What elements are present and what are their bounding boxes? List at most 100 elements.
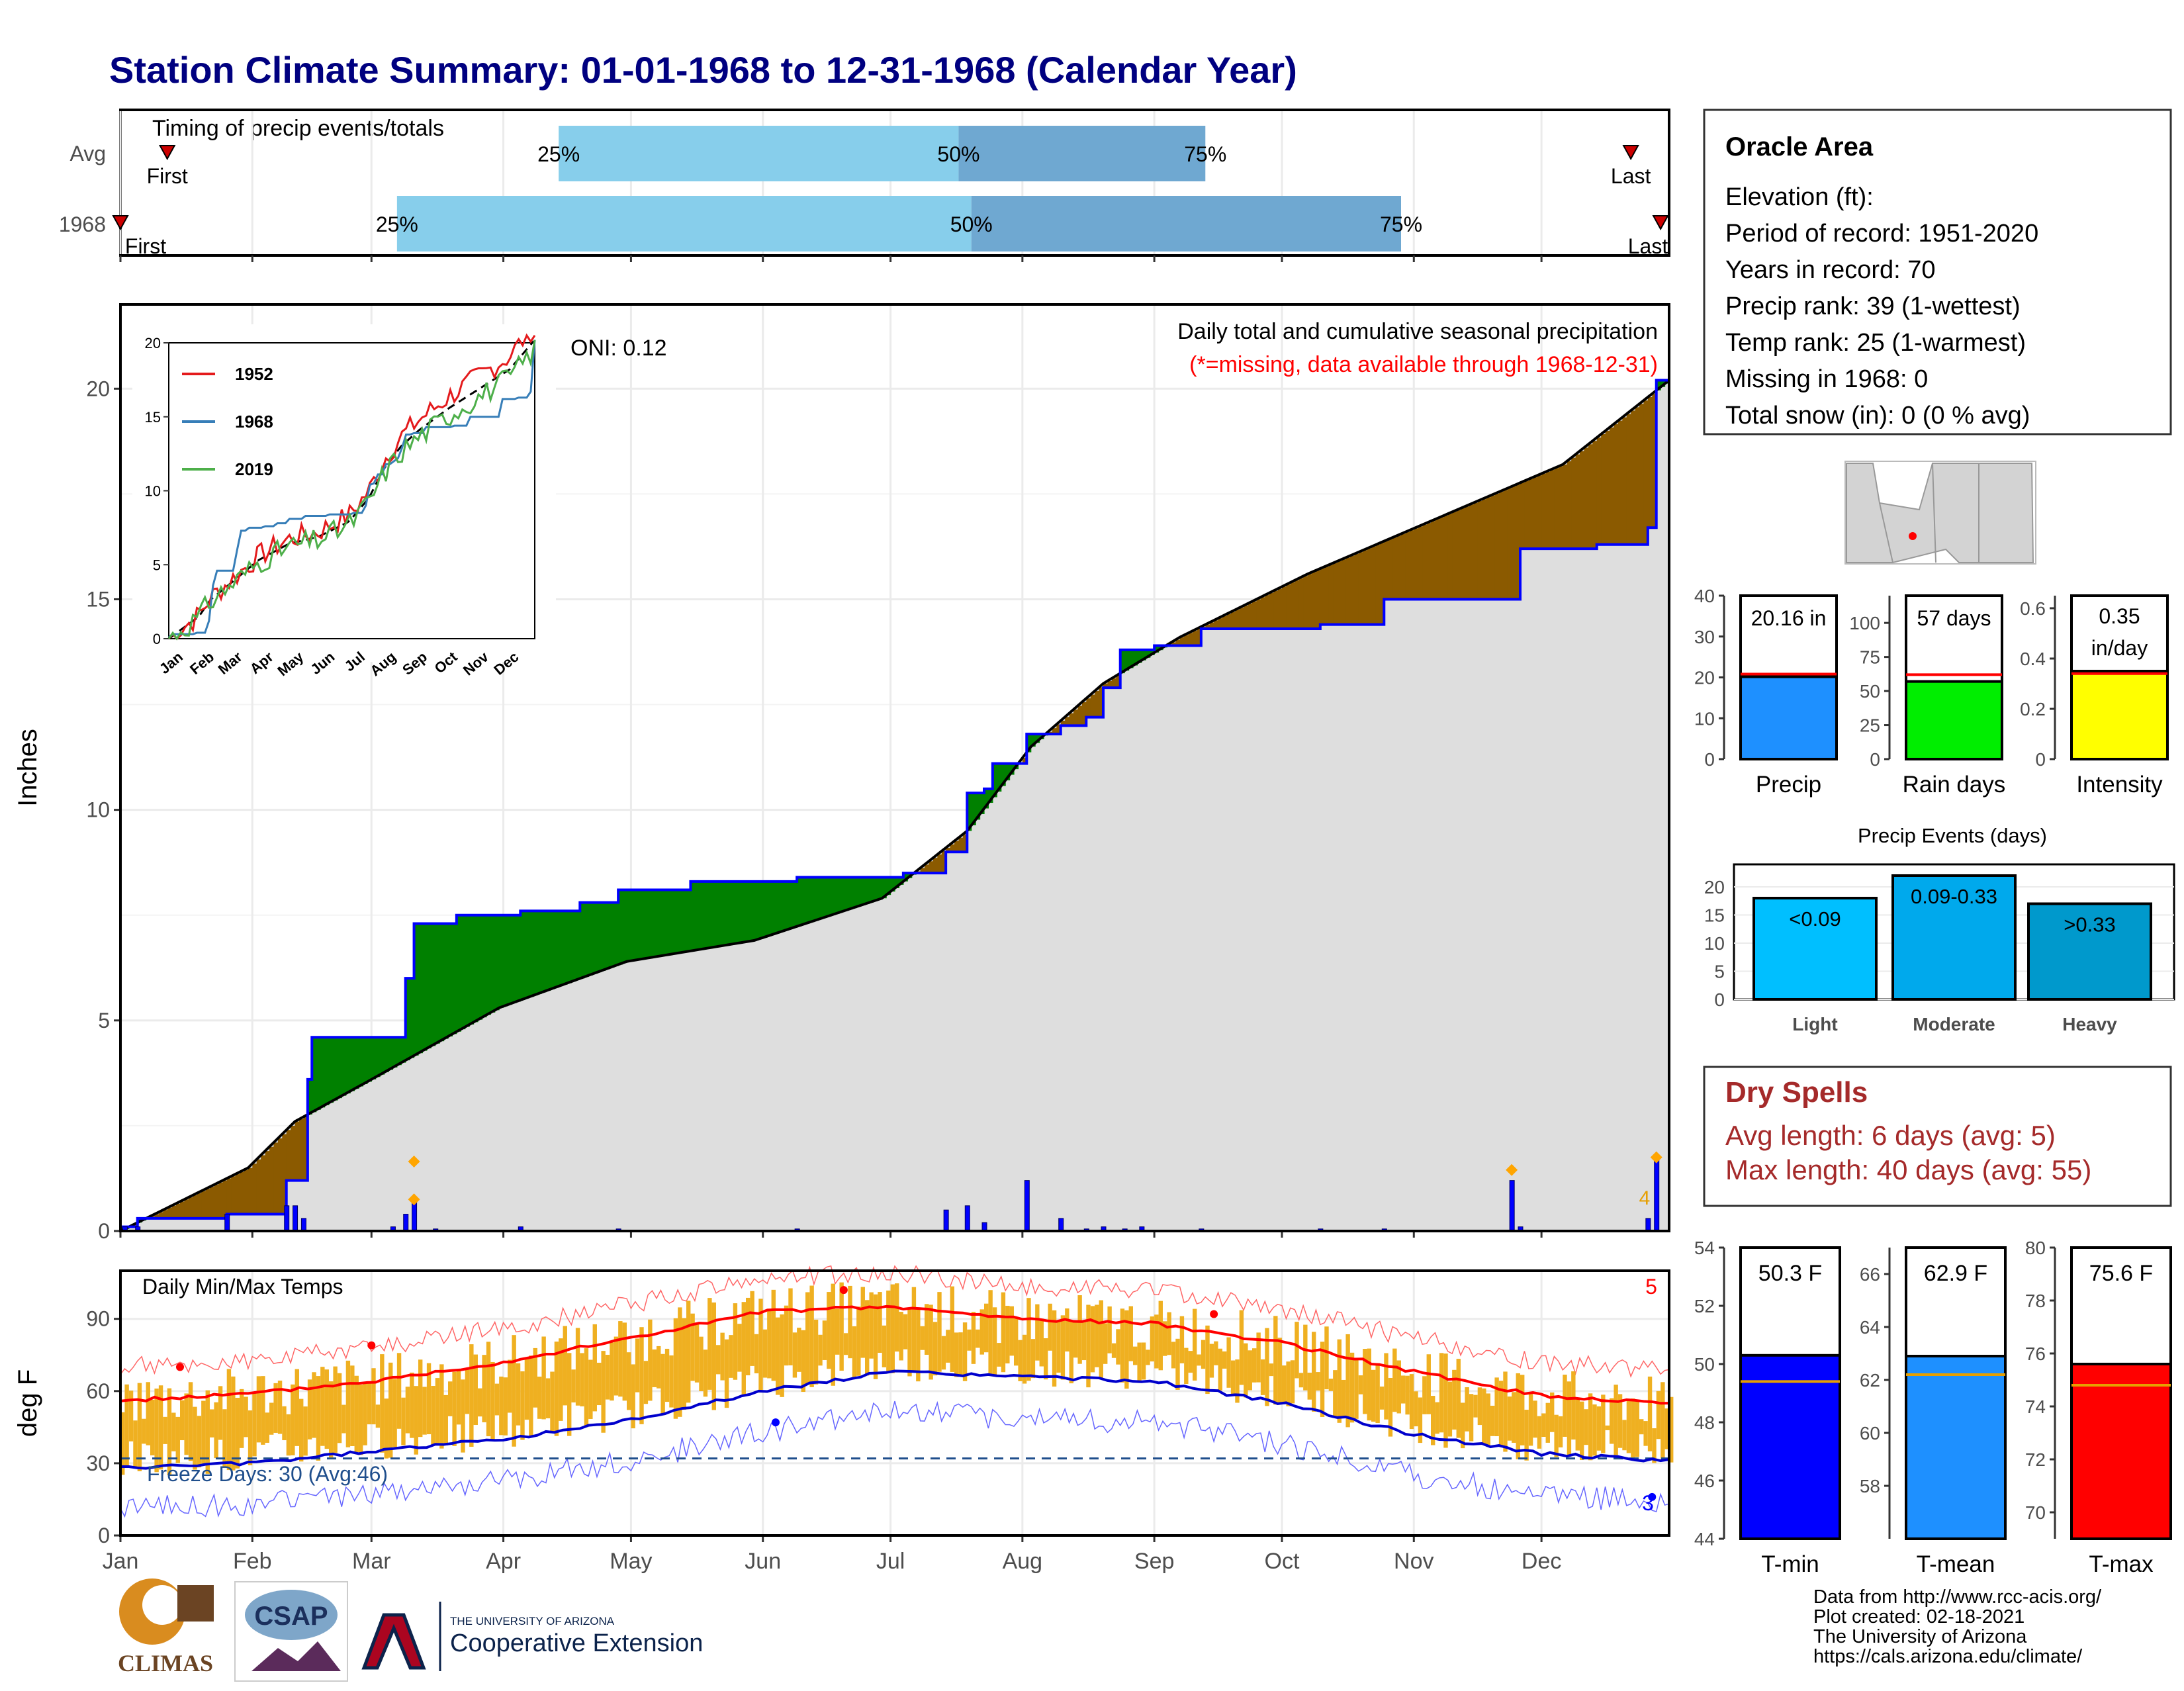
below-average-area (193, 1195, 198, 1218)
below-average-area (1214, 620, 1219, 629)
daily-precip-bar (1654, 1154, 1660, 1232)
daily-temp-bar (1039, 1318, 1044, 1367)
above-average-area (711, 881, 717, 948)
temp-y-tick-label: 30 (86, 1451, 110, 1475)
above-average-area (1133, 649, 1138, 666)
below-average-area (1617, 420, 1623, 545)
above-average-area (831, 877, 836, 915)
below-average-area (1392, 537, 1398, 600)
precip-frame (119, 303, 1670, 1232)
above-average-area (664, 890, 670, 956)
daily-temp-bar (1154, 1314, 1159, 1369)
daily-temp-bar (1001, 1292, 1006, 1373)
daily-temp-bar (452, 1371, 457, 1446)
below-average-area (1282, 586, 1287, 629)
daily-temp-bar (1312, 1332, 1316, 1412)
below-average-area (1643, 400, 1649, 545)
daily-temp-bar (1614, 1385, 1618, 1455)
footer: Data from http://www.rcc-acis.org/Plot c… (118, 1578, 2102, 1682)
daily-temp-bar (907, 1307, 912, 1377)
daily-temp-bar (1163, 1321, 1167, 1356)
daily-temp-bar (827, 1292, 831, 1369)
above-average-area (465, 915, 470, 1027)
below-average-area (1290, 582, 1295, 629)
daily-temp-bar (869, 1292, 874, 1359)
above-average-area (324, 1037, 330, 1105)
precip-y-label: Inches (13, 729, 42, 807)
above-average-area (673, 890, 678, 954)
temp-summary-value-label: 50.3 F (1758, 1261, 1822, 1286)
inset-series-line (167, 340, 536, 641)
timing-last-marker (1652, 215, 1669, 231)
daily-temp-bar (937, 1292, 942, 1372)
month-label-apr: Apr (486, 1549, 521, 1574)
daily-temp-bar (396, 1353, 402, 1429)
below-average-area (941, 851, 946, 874)
daily-temp-bar (1052, 1310, 1057, 1387)
above-average-area (559, 911, 564, 987)
daily-temp-bar (933, 1322, 938, 1376)
daily-temp-bar (1409, 1374, 1414, 1430)
daily-temp-bar (1277, 1338, 1282, 1404)
below-average-area (1584, 447, 1589, 549)
daily-temp-bar (878, 1292, 882, 1353)
missing-note: (*=missing, data available through 1968-… (1189, 352, 1658, 377)
below-average-area (1516, 484, 1521, 600)
below-average-area (1345, 557, 1351, 625)
daily-temp-bar (567, 1353, 572, 1436)
above-average-area (669, 890, 674, 955)
summary-y-tick-label: 0 (2035, 749, 2046, 770)
daily-temp-bar (1580, 1401, 1584, 1461)
events-category-label: Heavy (2062, 1014, 2117, 1034)
timing-p25-label: 25% (376, 212, 418, 236)
below-average-area (1635, 407, 1640, 545)
dry-spells-box: Dry Spells Avg length: 6 days (avg: 5) M… (1703, 1066, 2172, 1207)
daily-temp-bar (610, 1342, 614, 1401)
daily-temp-bar (1507, 1396, 1512, 1441)
below-average-area (226, 1178, 232, 1214)
above-average-area (729, 881, 734, 945)
below-average-area (163, 1210, 168, 1218)
below-average-area (954, 841, 960, 852)
daily-temp-bar (341, 1404, 346, 1434)
daily-temp-bar (1205, 1325, 1210, 1394)
daily-temp-bar (431, 1386, 435, 1445)
daily-temp-bar (494, 1383, 500, 1416)
daily-temp-bar (226, 1369, 232, 1471)
summary-y-tick-label: 30 (1694, 627, 1715, 647)
temp-summary-y-tick-label: 54 (1694, 1238, 1715, 1258)
above-average-area (707, 881, 713, 948)
below-average-area (1222, 616, 1228, 629)
daily-temp-bar (852, 1326, 857, 1377)
daily-temp-bar (456, 1369, 461, 1425)
above-average-area (818, 877, 823, 920)
summary-y-tick-label: 100 (1849, 613, 1880, 633)
daily-temp-bar (499, 1376, 504, 1436)
below-average-area (1333, 563, 1338, 625)
daily-temp-bar (1239, 1310, 1244, 1385)
daily-temp-bar (1490, 1405, 1495, 1436)
above-average-area (780, 881, 785, 933)
daily-precip-bar (1645, 1218, 1651, 1232)
below-average-area (1056, 724, 1062, 735)
daily-temp-bar (244, 1396, 248, 1438)
events-y-tick-label: 5 (1714, 962, 1725, 982)
daily-temp-bar (1596, 1406, 1602, 1451)
below-average-area (1482, 499, 1487, 600)
below-average-area (1060, 720, 1066, 726)
above-average-area (635, 890, 640, 960)
daily-temp-bar (1456, 1359, 1461, 1438)
above-average-area (312, 1037, 317, 1113)
daily-temp-bar (563, 1326, 567, 1406)
daily-temp-bar (197, 1416, 202, 1468)
below-average-area (261, 1155, 266, 1214)
daily-temp-bar (1554, 1414, 1559, 1457)
above-average-area (580, 902, 585, 979)
above-average-area (329, 1037, 334, 1103)
daily-temp-bar (461, 1379, 465, 1453)
below-average-area (1226, 614, 1232, 629)
daily-temp-bar (1167, 1312, 1171, 1355)
above-average-area (371, 1037, 377, 1079)
daily-temp-bar (639, 1327, 644, 1424)
dry-spells-max: Max length: 40 days (avg: 55) (1725, 1154, 2091, 1185)
